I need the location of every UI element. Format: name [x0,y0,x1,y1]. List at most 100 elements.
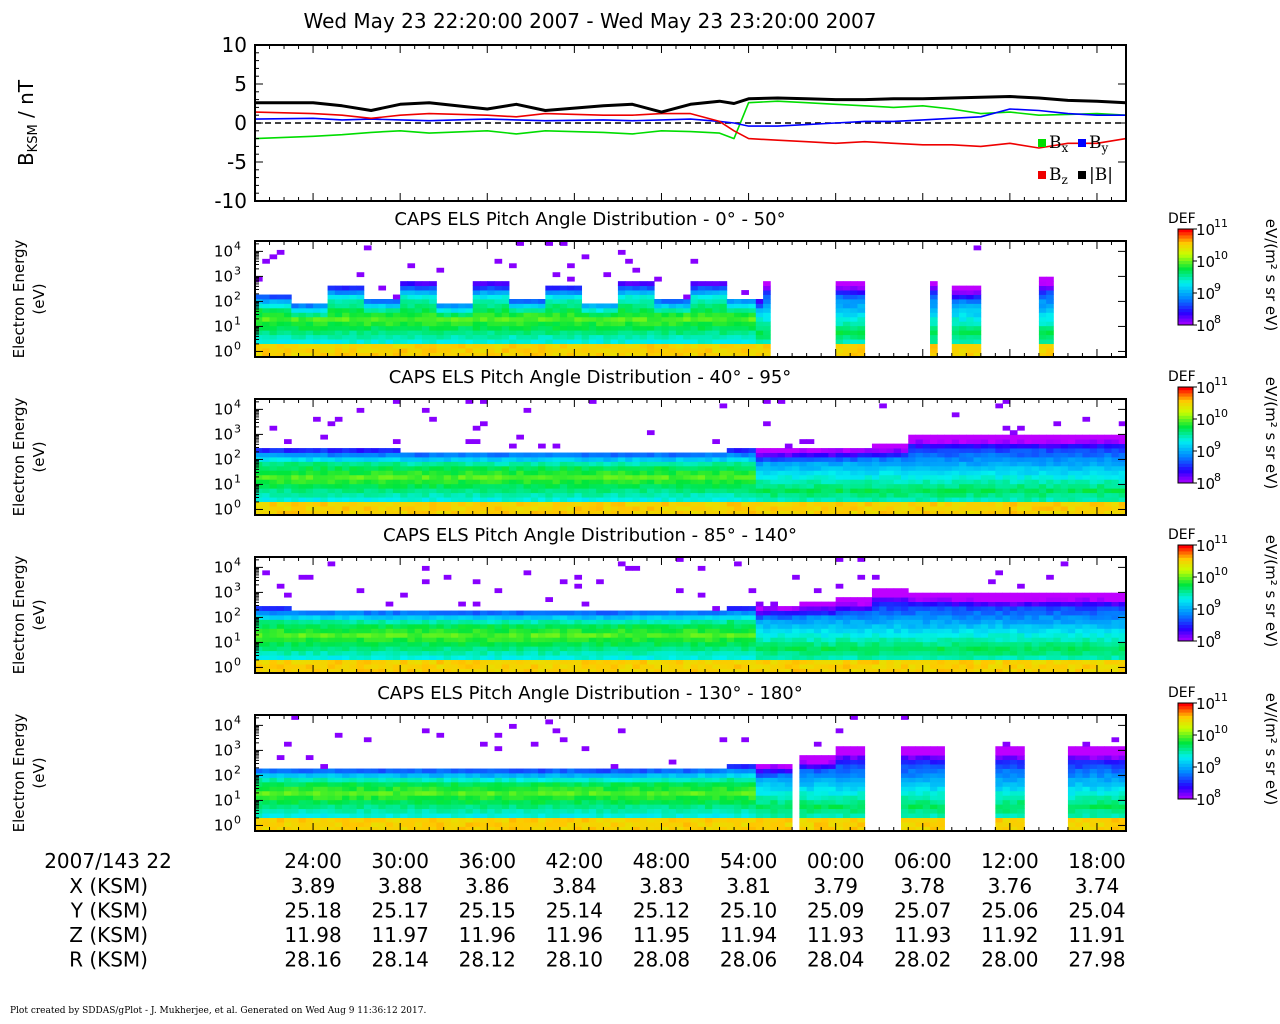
spectrogram-cell [327,339,336,345]
spectrogram-speck [734,561,742,567]
spectrogram-cell [777,646,786,652]
legend-entry-name: B [1089,133,1102,153]
spectrogram-cell [871,510,880,516]
spectrogram-cell [951,352,960,358]
spectrogram-cell [792,632,800,638]
spectrogram-cell [610,303,619,309]
spectrogram-cell [480,646,488,652]
spectrogram-cell [371,352,379,358]
spectrogram-cell [1082,492,1091,498]
spectrogram-cell [429,343,437,349]
spectrogram-cell [342,637,350,643]
spectrogram-cell [313,655,321,661]
spectrogram-cell [690,510,699,516]
spectrogram-cell [617,479,626,485]
spectrogram-cell [617,316,626,322]
spectrogram-cell [697,470,706,476]
spectrogram-cell [313,321,321,327]
spectrogram-cell [545,488,553,494]
spectrogram-speck [436,267,445,273]
spectrogram-cell [835,334,844,340]
spectrogram-cell [530,452,539,458]
colorbar-segment [1178,315,1193,320]
spectrogram-cell [349,668,358,674]
spectrogram-cell [1118,497,1127,503]
spectrogram-cell [538,307,546,313]
spectrogram-cell [784,457,793,462]
spectrogram-cell [864,492,873,498]
spectrogram-cell [784,483,793,489]
spectrogram-cell [574,488,583,494]
spectrogram-cell [922,492,931,498]
spectrogram-cell [966,334,974,340]
spectrogram-cell [741,637,749,643]
spectrogram-cell [327,641,336,647]
spectrogram-cell [1067,452,1076,458]
spectrogram-cell [908,492,916,498]
spectrogram-cell [298,339,307,345]
spectrogram-cell [835,452,844,458]
spectrogram-cell [610,615,619,620]
spectrogram-cell [407,497,416,503]
spectrogram-cell [284,316,292,322]
spectrogram-cell [588,330,597,336]
spectrogram-cell [305,637,314,643]
spectrogram-cell [661,637,670,643]
spectrogram-cell [284,307,292,313]
spectrogram-cell [407,610,416,616]
spectrogram-cell [516,637,524,643]
spectrogram-cell [363,619,372,625]
spectrogram-cell [334,650,343,656]
spectrogram-cell [944,448,953,453]
spectrogram-cell [342,325,350,331]
spectrogram-cell [966,303,974,309]
spectrogram-cell [342,307,350,313]
spectrogram-speck [1009,430,1018,436]
spectrogram-cell [1038,457,1047,462]
y-tick-label: 10 [214,267,233,285]
colorbar-segment [1178,229,1193,233]
spectrogram-cell [255,325,263,331]
spectrogram-cell [675,632,684,638]
spectrogram-cell [487,610,495,616]
spectrogram-cell [835,483,844,489]
spectrogram-cell [407,641,416,647]
spectrogram-cell [705,506,713,511]
spectrogram-cell [363,325,372,331]
spectrogram-cell [378,637,387,643]
spectrogram-cell [697,457,706,462]
spectrogram-cell [944,479,953,485]
spectrogram-cell [407,339,416,345]
spectrogram-cell [719,470,728,476]
spectrogram-speck [545,241,553,246]
spectrogram-cell [363,610,372,616]
spectrogram-cell [574,457,583,462]
y-tick-exponent: 3 [234,422,241,435]
spectrogram-cell [400,290,408,295]
spectrogram-cell [559,330,568,336]
spectrogram-cell [567,632,575,638]
spectrogram-cell [683,339,691,345]
spectrogram-cell [458,307,466,313]
spectrogram-cell [480,615,488,620]
spectrogram-cell [313,619,321,625]
spectrogram-cell [777,606,786,611]
spectrogram-cell [458,641,466,647]
spectrogram-cell [320,465,328,471]
spectrogram-cell [842,303,851,309]
spectrogram-cell [813,497,822,503]
spectrogram-cell [291,659,299,665]
spectrogram-cell [625,628,633,634]
spectrogram-cell [951,461,960,467]
spectrogram-cell [806,488,815,494]
spectrogram-cell [588,461,597,467]
spectrogram-cell [646,330,655,336]
spectrogram-cell [915,452,924,458]
spectrogram-cell [334,290,343,295]
spectrogram-cell [777,465,786,471]
spectrogram-cell [291,465,299,471]
spectrogram-cell [813,632,822,638]
spectrogram-cell [509,501,517,507]
spectrogram-cell [298,307,307,313]
spectrogram-cell [639,303,648,309]
